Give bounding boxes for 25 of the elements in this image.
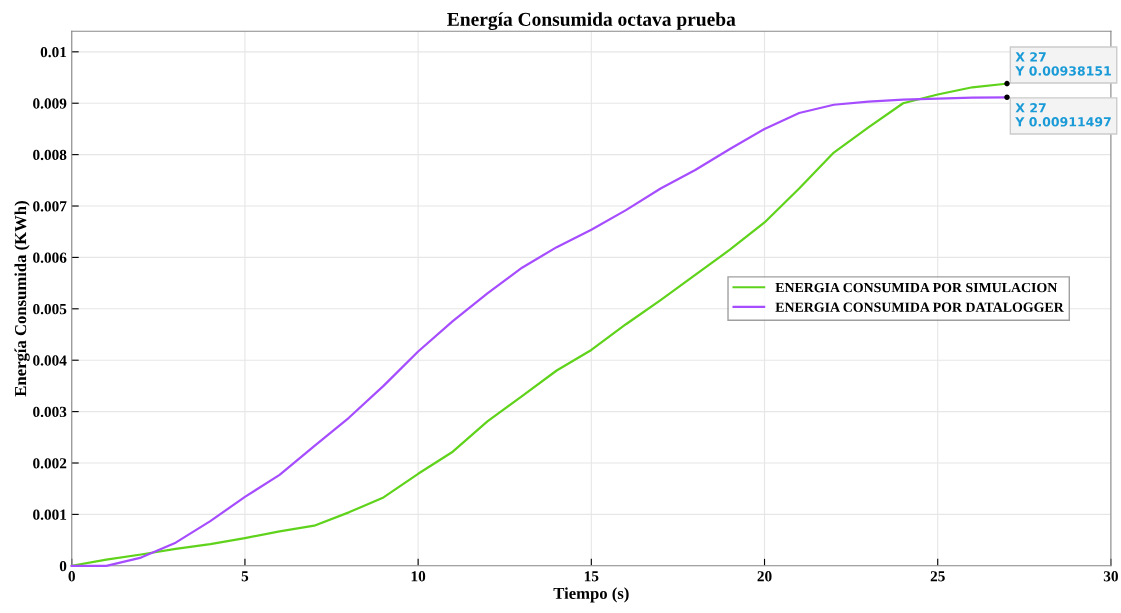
x-tick-label: 15	[584, 571, 599, 582]
y-tick-label: 0.01	[40, 46, 67, 58]
legend-label: ENERGIA CONSUMIDA POR SIMULACION	[775, 282, 1058, 293]
x-tick-label: 0	[68, 571, 75, 582]
y-tick-label: 0.009	[33, 98, 67, 109]
x-tick-label: 5	[241, 571, 249, 582]
y-tick-label: 0.007	[33, 201, 67, 212]
y-tick-label: 0.003	[33, 406, 67, 418]
legend-label: ENERGIA CONSUMIDA POR DATALOGGER	[775, 302, 1064, 312]
y-axis-title: Energía Consumida (KWh)	[14, 201, 30, 397]
chart-title: Energía Consumida octava prueba	[447, 12, 736, 30]
y-tick-label: 0.004	[33, 355, 67, 366]
x-tick-label: 20	[757, 571, 772, 582]
annotation: X 27 Y 0.00938151	[1015, 52, 1111, 76]
x-tick-label: 10	[411, 571, 426, 582]
y-tick-label: 0.005	[33, 303, 67, 315]
y-tick-label: 0.001	[33, 509, 67, 520]
y-tick-label: 0.006	[33, 252, 67, 263]
y-tick-label: 0.002	[33, 458, 67, 469]
y-tick-label: 0	[59, 560, 67, 572]
x-tick-label: 30	[1103, 571, 1118, 582]
x-tick-label: 25	[930, 571, 945, 582]
annotation: X 27 Y 0.00911497	[1015, 103, 1111, 127]
y-tick-label: 0.008	[33, 149, 67, 161]
x-axis-title: Tiempo (s)	[553, 587, 629, 603]
